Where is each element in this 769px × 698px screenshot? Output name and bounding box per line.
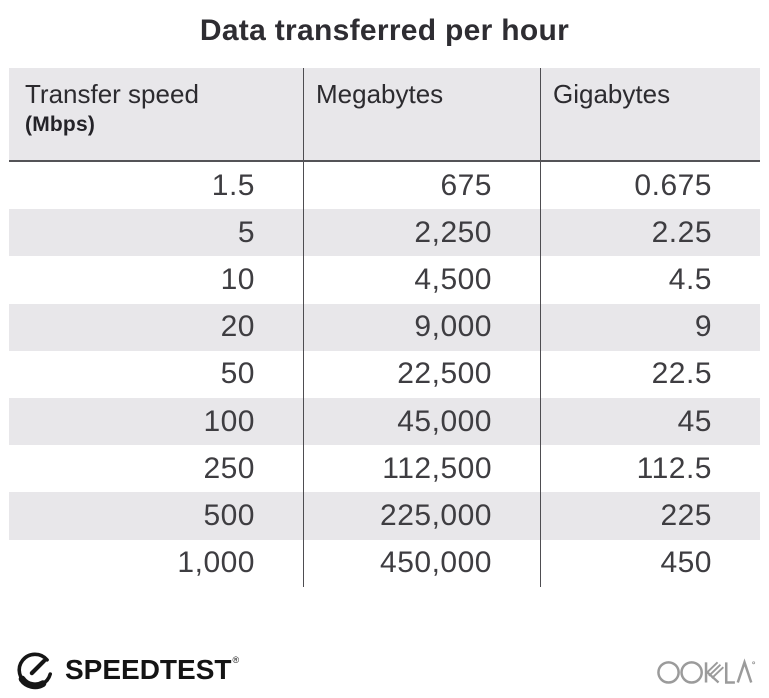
cell-megabytes: 2,250 xyxy=(303,209,540,257)
cell-gigabytes: 112.5 xyxy=(540,445,760,493)
cell-gigabytes: 22.5 xyxy=(540,350,760,398)
table-row: 250 112,500 112.5 xyxy=(9,445,760,493)
cell-megabytes: 225,000 xyxy=(303,492,540,540)
column-header-transfer-speed: Transfer speed (Mbps) xyxy=(9,68,303,160)
cell-megabytes: 675 xyxy=(303,162,540,210)
cell-gigabytes: 2.25 xyxy=(540,209,760,257)
ookla-logo xyxy=(657,655,757,686)
cell-megabytes: 450,000 xyxy=(303,539,540,587)
table-row: 5 2,250 2.25 xyxy=(9,209,760,257)
table-row: 500 225,000 225 xyxy=(9,492,760,540)
registered-trademark-mark: ® xyxy=(232,655,240,665)
cell-speed: 250 xyxy=(203,451,255,485)
column-header-gigabytes: Gigabytes xyxy=(540,68,760,160)
cell-speed: 10 xyxy=(220,262,255,296)
cell-gigabytes: 450 xyxy=(540,539,760,587)
cell-gigabytes: 45 xyxy=(540,397,760,446)
table-header-row: Transfer speed (Mbps) Megabytes Gigabyte… xyxy=(9,68,760,162)
column-header-unit: (Mbps) xyxy=(25,113,96,136)
cell-megabytes: 22,500 xyxy=(303,350,540,398)
table-row: 20 9,000 9 xyxy=(9,303,760,351)
column-header-label: Transfer speed xyxy=(25,79,199,109)
ookla-wordmark-icon xyxy=(657,657,756,684)
cell-speed: 1,000 xyxy=(177,546,255,580)
footer: SPEEDTEST ® xyxy=(14,648,757,692)
cell-gigabytes: 0.675 xyxy=(540,162,760,210)
cell-speed: 100 xyxy=(203,404,255,438)
cell-megabytes: 45,000 xyxy=(303,397,540,446)
column-header-megabytes: Megabytes xyxy=(303,68,540,160)
cell-speed: 1.5 xyxy=(211,168,255,202)
speedtest-wordmark: SPEEDTEST xyxy=(65,654,232,685)
cell-gigabytes: 225 xyxy=(540,492,760,540)
table-row: 10 4,500 4.5 xyxy=(9,256,760,304)
speedtest-logo: SPEEDTEST ® xyxy=(14,649,239,691)
cell-megabytes: 4,500 xyxy=(303,256,540,304)
cell-gigabytes: 9 xyxy=(540,303,760,351)
table-row: 100 45,000 45 xyxy=(9,397,760,446)
cell-gigabytes: 4.5 xyxy=(540,256,760,304)
cell-speed: 50 xyxy=(220,357,255,391)
table-row: 1.5 675 0.675 xyxy=(9,162,760,210)
cell-speed: 5 xyxy=(237,215,255,249)
table-row: 1,000 450,000 450 xyxy=(9,539,760,587)
speedometer-icon xyxy=(17,652,53,690)
cell-speed: 20 xyxy=(220,310,255,344)
data-table: Transfer speed (Mbps) Megabytes Gigabyte… xyxy=(9,68,760,587)
cell-speed: 500 xyxy=(203,498,255,532)
table-row: 50 22,500 22.5 xyxy=(9,350,760,398)
cell-megabytes: 112,500 xyxy=(303,445,540,493)
page-title: Data transferred per hour xyxy=(199,14,570,47)
cell-megabytes: 9,000 xyxy=(303,303,540,351)
